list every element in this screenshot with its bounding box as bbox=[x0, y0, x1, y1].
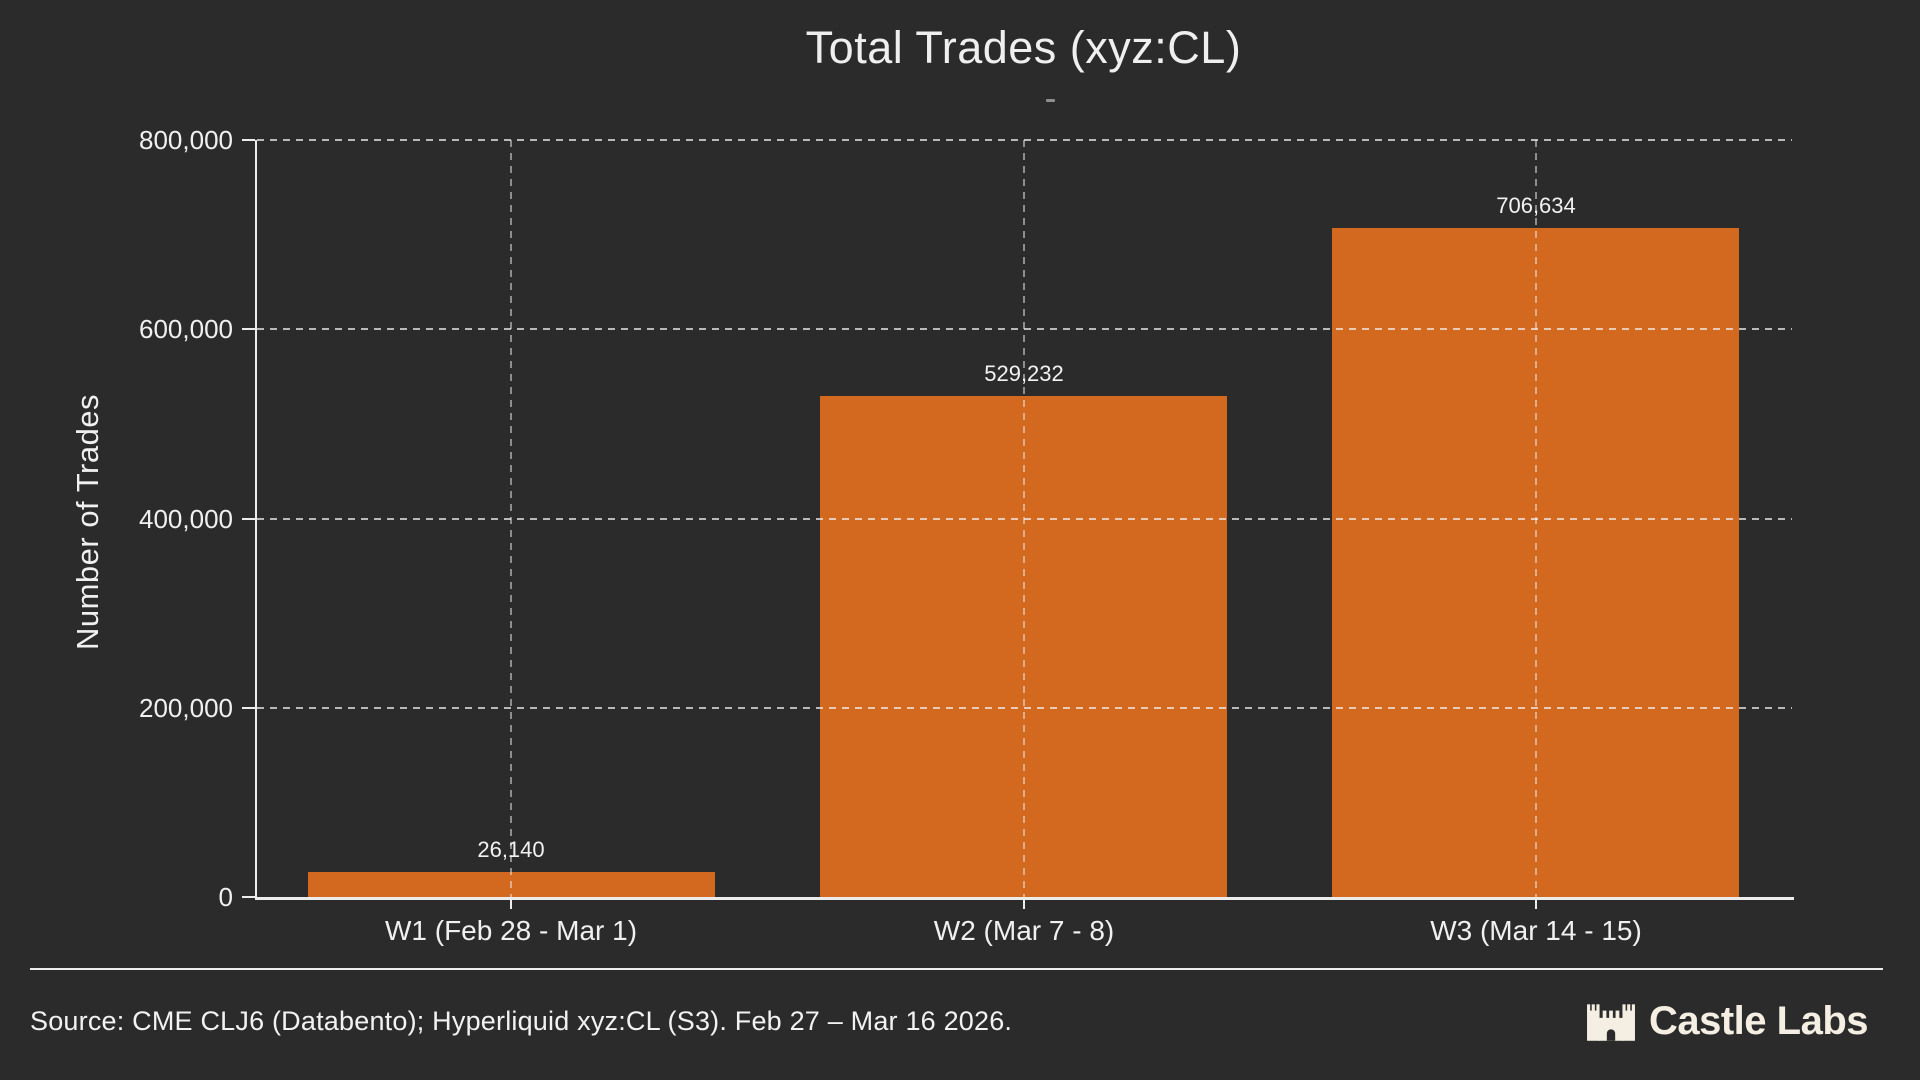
y-tick-label: 0 bbox=[218, 882, 233, 912]
x-tick-label: W3 (Mar 14 - 15) bbox=[1430, 915, 1642, 946]
bar-value-label: 529,232 bbox=[984, 361, 1064, 386]
bar-value-label: 26,140 bbox=[477, 837, 545, 862]
y-tick-mark bbox=[242, 896, 255, 898]
x-tick-mark bbox=[1535, 900, 1537, 909]
y-tick-label: 400,000 bbox=[139, 503, 233, 534]
x-tick-mark bbox=[510, 900, 512, 909]
castle-icon bbox=[1587, 1004, 1635, 1041]
brand-logo: Castle Labs bbox=[1586, 994, 1869, 1048]
chart-title: Total Trades (xyz:CL) bbox=[805, 22, 1242, 73]
bar-value-label: 706,634 bbox=[1496, 193, 1576, 218]
source-note: Source: CME CLJ6 (Databento); Hyperliqui… bbox=[30, 1006, 1013, 1036]
y-tick-mark bbox=[242, 706, 255, 709]
brand-name: Castle Labs bbox=[1648, 999, 1869, 1043]
v-gridline bbox=[1535, 140, 1537, 897]
footer-divider bbox=[30, 968, 1883, 970]
v-gridline bbox=[510, 140, 512, 897]
x-tick-label: W2 (Mar 7 - 8) bbox=[933, 915, 1115, 946]
y-tick-mark bbox=[242, 139, 255, 141]
y-tick-label: 800,000 bbox=[139, 125, 233, 155]
y-tick-label: 200,000 bbox=[139, 692, 233, 723]
y-tick-mark bbox=[242, 517, 255, 520]
x-tick-mark bbox=[1023, 900, 1025, 909]
x-axis-spine bbox=[255, 897, 1794, 900]
y-tick-label: 600,000 bbox=[139, 314, 233, 345]
y-axis-spine bbox=[255, 140, 257, 899]
y-tick-mark bbox=[242, 328, 255, 331]
x-tick-label: W1 (Feb 28 - Mar 1) bbox=[384, 915, 638, 946]
plot-area: 0 200,000 400,000 600,000 800,000 26,140 W1 (F… bbox=[139, 125, 1794, 946]
v-gridline bbox=[1023, 140, 1025, 897]
minor-tick-artifact bbox=[1046, 99, 1055, 102]
